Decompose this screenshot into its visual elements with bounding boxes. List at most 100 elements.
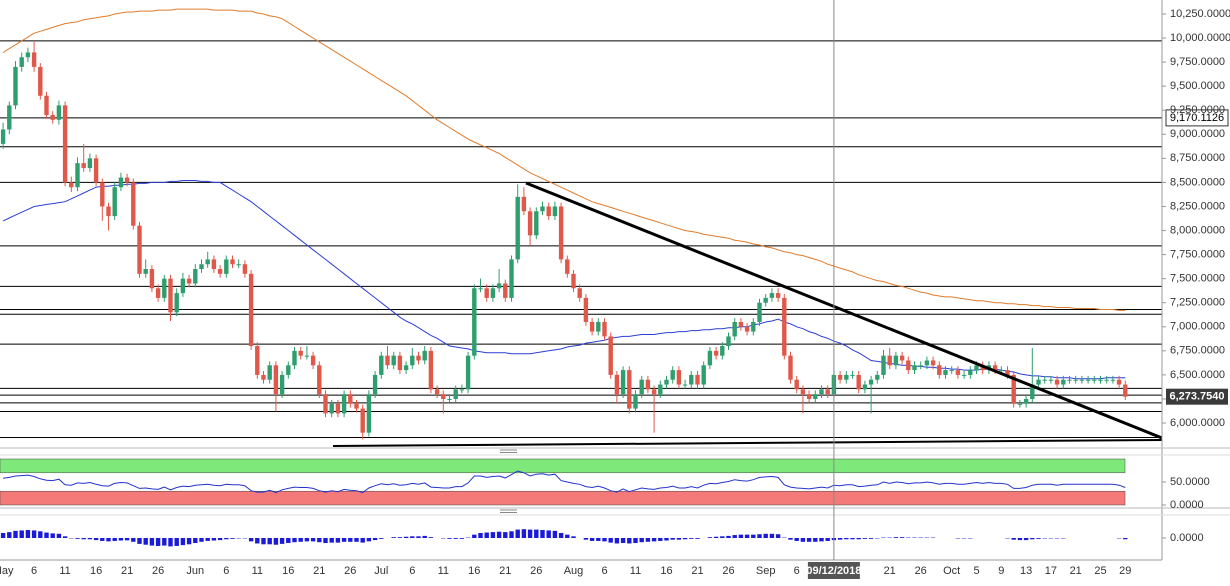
candle-body: [261, 374, 266, 380]
histogram-bar: [174, 538, 179, 546]
crosshair-date-box: [807, 562, 860, 579]
x-tick-label: 21: [691, 565, 703, 577]
candle-body: [267, 365, 272, 380]
y-tick-label: 0.0000: [1170, 499, 1204, 511]
histogram-bar: [825, 538, 830, 541]
candle-body: [757, 302, 762, 322]
candle-body: [44, 95, 49, 116]
resize-handle[interactable]: [500, 449, 517, 453]
histogram-bar: [329, 538, 334, 543]
candle-body: [744, 326, 750, 332]
histogram-bar: [490, 532, 496, 538]
histogram-bar: [819, 538, 824, 542]
candle-body: [1079, 379, 1085, 381]
histogram-bar: [1017, 538, 1023, 541]
x-tick-label: 16: [468, 565, 480, 577]
candle-body: [1092, 379, 1097, 381]
x-tick-label: 17: [1045, 565, 1057, 577]
histogram-bar: [676, 538, 682, 540]
candle-body: [1030, 384, 1035, 399]
histogram-bar: [255, 538, 260, 544]
x-tick-label: 26: [152, 565, 164, 577]
histogram-bar: [534, 529, 539, 538]
y-tick-label: 10,250.0000: [1170, 8, 1230, 20]
histogram-bar: [397, 537, 403, 538]
trend-lines: [332, 181, 1162, 447]
histogram-bar: [50, 533, 55, 538]
candle-body: [850, 374, 855, 376]
x-tick-label: 6: [794, 565, 800, 577]
x-tick-label: 26: [344, 565, 356, 577]
histogram-bar: [75, 538, 80, 539]
x-tick-label: 11: [59, 565, 70, 577]
histogram-bar: [658, 538, 663, 541]
candle-body: [38, 66, 43, 96]
histogram-bar: [571, 536, 576, 538]
candle-body: [689, 374, 694, 385]
candle-body: [974, 365, 979, 371]
candle-body: [391, 355, 396, 366]
candle-body: [614, 374, 620, 395]
y-tick-label: 8,750.0000: [1170, 152, 1225, 164]
histogram-bar: [862, 538, 868, 539]
candle-body: [385, 355, 390, 366]
candle-body: [521, 196, 527, 212]
candle-body: [1011, 374, 1016, 404]
histogram-bar: [503, 532, 508, 538]
rsi-panel: 0.0000 50.0000: [0, 458, 1210, 511]
histogram-bar: [844, 538, 849, 540]
candle-body: [248, 273, 254, 347]
x-tick-label: Oct: [943, 565, 960, 577]
histogram-bar: [137, 538, 142, 544]
candle-body: [323, 394, 328, 414]
histogram-bar: [273, 538, 279, 545]
histogram-bar: [527, 529, 533, 538]
candle-body: [782, 297, 787, 356]
histogram-bar: [546, 530, 551, 538]
x-tick-label: 21: [884, 565, 896, 577]
candle-body: [453, 389, 458, 399]
x-tick-label: 11: [630, 565, 641, 577]
level-label-box: [1165, 109, 1229, 127]
histogram-bar: [124, 538, 130, 541]
histogram-bar: [87, 538, 93, 540]
histogram-bar: [205, 538, 210, 541]
candle-body: [459, 389, 465, 391]
candle-body: [676, 370, 682, 385]
candle-body: [298, 350, 303, 356]
histogram-bar: [720, 536, 725, 538]
y-tick-label: 7,500.0000: [1170, 273, 1225, 285]
candle-body: [937, 365, 942, 375]
histogram-bar: [391, 537, 396, 538]
candle-body: [56, 105, 62, 120]
histogram-bar: [769, 533, 775, 538]
y-tick-label: 9,000.0000: [1170, 128, 1225, 140]
candle-body: [813, 394, 818, 399]
candle-body: [955, 370, 961, 375]
y-tick-label: 8,250.0000: [1170, 200, 1225, 212]
x-tick-label: 13: [1020, 565, 1032, 577]
histogram-bar: [1030, 538, 1035, 540]
candle-body: [100, 182, 105, 207]
histogram-bar: [298, 538, 303, 542]
histogram-bar: [596, 538, 601, 541]
resize-handle[interactable]: [500, 509, 517, 513]
histogram-bar: [602, 538, 607, 542]
y-tick-label: 8,500.0000: [1170, 176, 1225, 188]
x-tick-label: 25: [1094, 565, 1106, 577]
candle-body: [484, 288, 489, 298]
candle-body: [360, 408, 365, 433]
candle-body: [304, 355, 310, 357]
candle-body: [620, 370, 626, 395]
candle-body: [180, 278, 186, 294]
histogram-bar: [162, 538, 167, 546]
histogram-bar: [726, 535, 731, 538]
candle-body: [230, 259, 235, 265]
x-tick-label: 5: [973, 565, 979, 577]
y-tick-label: 6,750.0000: [1170, 345, 1225, 357]
histogram-bar: [447, 538, 452, 539]
histogram-bar: [682, 538, 688, 540]
candle-body: [87, 158, 93, 168]
histogram-bar: [168, 538, 173, 547]
x-tick-label: 09/12/2018: [806, 565, 861, 577]
